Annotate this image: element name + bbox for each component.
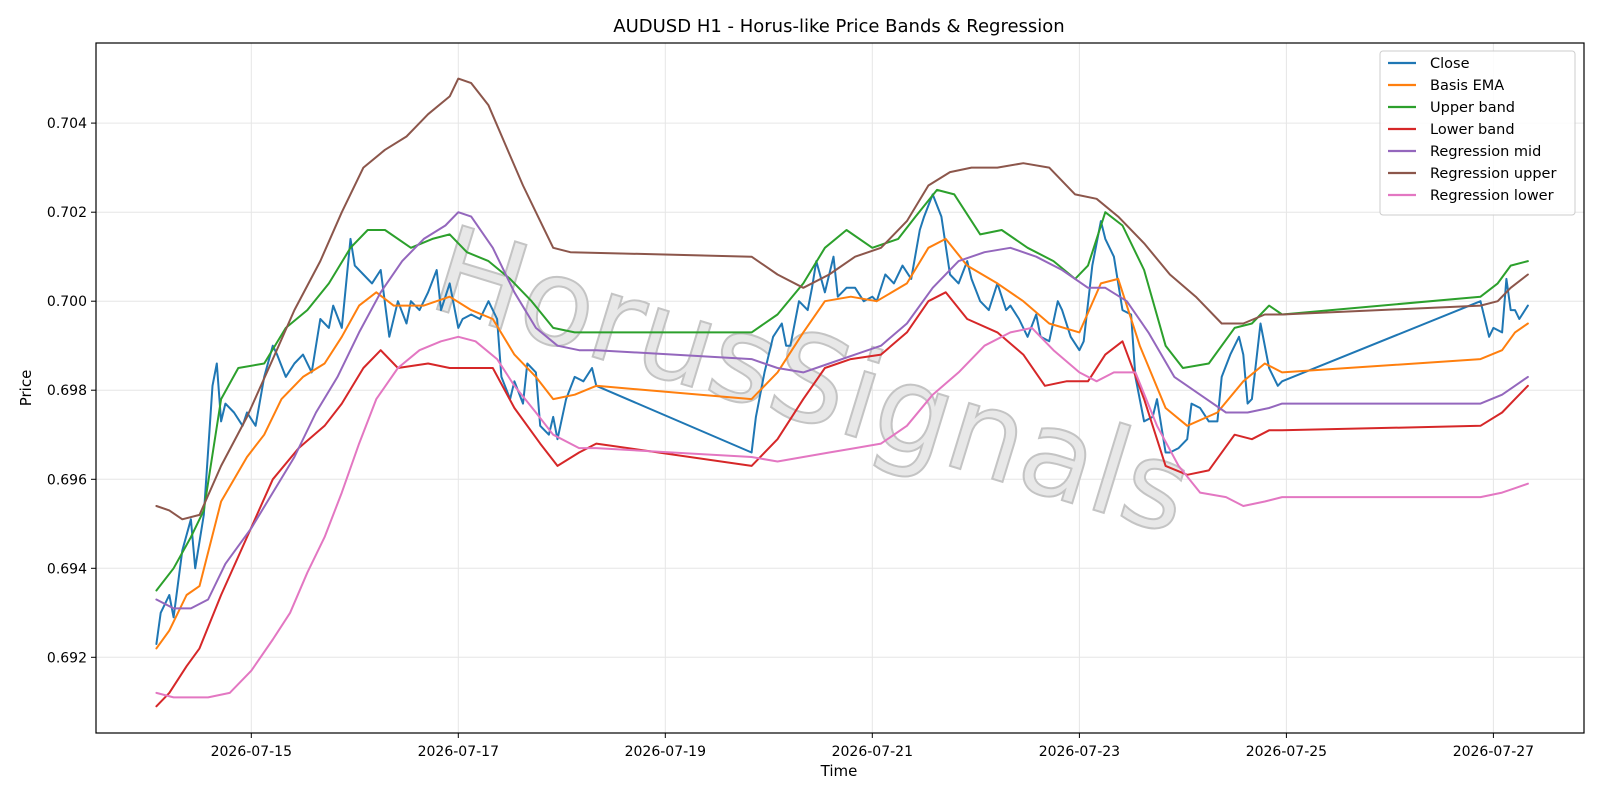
series-layer (155, 77, 1529, 708)
x-tick-label: 2026-07-21 (832, 744, 913, 760)
legend-label-basis-ema: Basis EMA (1430, 78, 1504, 94)
x-tick-label: 2026-07-19 (625, 744, 706, 760)
x-tick-label: 2026-07-27 (1453, 744, 1534, 760)
x-axis-title: Time (820, 762, 858, 780)
legend-box (1379, 50, 1576, 216)
series-line-basis-ema (155, 237, 1529, 650)
y-tick-label: 0.704 (47, 116, 87, 132)
plot-frame (95, 42, 1585, 734)
y-axis-title: Price (17, 370, 35, 407)
y-tick-label: 0.696 (47, 472, 87, 488)
series-line-lower-band (155, 291, 1529, 708)
legend-label-upper-band: Upper band (1430, 100, 1515, 116)
series-line-regression-mid (155, 211, 1529, 610)
legend-label-regression-lower: Regression lower (1430, 188, 1554, 204)
series-line-regression-upper (155, 77, 1529, 521)
grid-lines (96, 43, 1584, 733)
y-axis: 0.692 0.694 0.696 0.698 0.700 0.702 0.704 (47, 116, 96, 666)
x-axis: 2026-07-15 2026-07-17 2026-07-19 2026-07-21… (211, 733, 1534, 760)
y-tick-label: 0.692 (47, 650, 87, 666)
y-tick-label: 0.698 (47, 383, 87, 399)
legend: Close Basis EMA Upper band Lower band Regres… (1379, 50, 1576, 216)
y-tick-label: 0.694 (47, 561, 87, 577)
x-tick-label: 2026-07-25 (1246, 744, 1327, 760)
x-tick-label: 2026-07-17 (418, 744, 499, 760)
legend-label-regression-mid: Regression mid (1430, 144, 1541, 160)
chart-title: AUDUSD H1 - Horus-like Price Bands & Reg… (613, 16, 1064, 37)
legend-label-close: Close (1430, 56, 1470, 72)
y-tick-label: 0.700 (47, 294, 87, 310)
series-line-upper-band (155, 188, 1529, 592)
legend-label-regression-upper: Regression upper (1430, 166, 1556, 182)
y-tick-label: 0.702 (47, 205, 87, 221)
series-line-regression-lower (155, 326, 1529, 699)
x-tick-label: 2026-07-23 (1039, 744, 1120, 760)
x-tick-label: 2026-07-15 (211, 744, 292, 760)
legend-label-lower-band: Lower band (1430, 122, 1515, 138)
